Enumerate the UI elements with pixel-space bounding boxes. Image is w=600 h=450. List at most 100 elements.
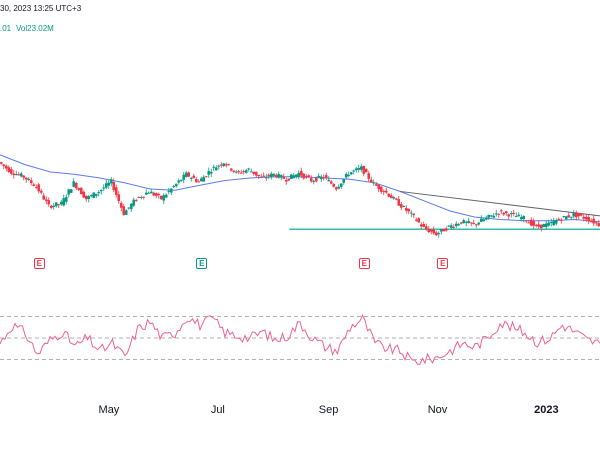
candle-body bbox=[259, 176, 263, 178]
candle-body bbox=[394, 198, 398, 200]
candle-body bbox=[9, 169, 13, 174]
candle-body bbox=[147, 192, 151, 194]
candle-body bbox=[419, 224, 423, 227]
candle-body bbox=[574, 212, 578, 218]
candle-body bbox=[312, 180, 316, 182]
candle-body bbox=[197, 181, 201, 183]
candle-body bbox=[562, 216, 566, 218]
candle-body bbox=[324, 175, 328, 178]
candle-body bbox=[69, 189, 73, 193]
candle-body bbox=[349, 172, 353, 175]
earnings-badge[interactable]: E bbox=[196, 258, 208, 269]
candle-body bbox=[234, 171, 238, 173]
candle-body bbox=[109, 179, 113, 184]
rsi-guides-group bbox=[0, 315, 600, 361]
candle-body bbox=[172, 186, 176, 188]
candle-body bbox=[519, 217, 523, 220]
candle-body bbox=[17, 174, 21, 176]
candle-body bbox=[369, 179, 373, 183]
candle-body bbox=[334, 187, 338, 190]
candle-body bbox=[422, 224, 426, 227]
candle-body bbox=[19, 173, 23, 177]
candle-body bbox=[402, 205, 406, 207]
candle-body bbox=[342, 178, 346, 183]
candle-body bbox=[477, 222, 481, 225]
candle-body bbox=[329, 181, 333, 184]
candle-body bbox=[597, 223, 600, 227]
candle-body bbox=[102, 187, 106, 189]
candle-body bbox=[389, 195, 393, 199]
candle-body bbox=[159, 195, 163, 200]
candle-body bbox=[217, 165, 221, 167]
candle-body bbox=[279, 175, 283, 178]
candle-body bbox=[142, 196, 146, 198]
candle-body bbox=[594, 222, 598, 224]
candle-body bbox=[572, 213, 576, 217]
x-tick-label: Sep bbox=[318, 404, 339, 416]
candle-body bbox=[237, 171, 241, 173]
candle-body bbox=[527, 222, 531, 224]
candle-body bbox=[542, 224, 546, 228]
candle-body bbox=[507, 214, 511, 217]
moving-average-line bbox=[0, 154, 600, 223]
candle-body bbox=[464, 221, 468, 223]
candle-body bbox=[242, 171, 246, 173]
candle-body bbox=[504, 211, 508, 214]
candle-body bbox=[204, 176, 208, 178]
candle-body bbox=[12, 173, 16, 176]
candle-body bbox=[447, 225, 451, 227]
candle-body bbox=[157, 193, 161, 196]
candle-body bbox=[267, 174, 271, 177]
candle-body bbox=[547, 222, 551, 226]
candle-body bbox=[232, 170, 236, 172]
candle-body bbox=[254, 171, 258, 176]
candle-body bbox=[7, 167, 11, 173]
candle-body bbox=[122, 206, 126, 216]
moving-average-group bbox=[0, 154, 600, 223]
candle-body bbox=[179, 179, 183, 182]
candle-body bbox=[344, 173, 348, 178]
candle-body bbox=[544, 223, 548, 227]
candle-body bbox=[502, 212, 506, 215]
candle-body bbox=[539, 224, 543, 229]
candle-body bbox=[59, 201, 63, 205]
candle-body bbox=[484, 217, 488, 220]
candle-body bbox=[479, 218, 483, 222]
candle-body bbox=[317, 175, 321, 178]
candle-body bbox=[567, 215, 571, 218]
candle-body bbox=[0, 162, 3, 164]
candle-body bbox=[569, 216, 573, 218]
candle-body bbox=[72, 181, 76, 187]
candle-body bbox=[54, 202, 58, 207]
candle-body bbox=[377, 184, 381, 190]
candle-body bbox=[474, 224, 478, 226]
candles-group bbox=[0, 161, 600, 238]
candle-body bbox=[272, 173, 276, 176]
candle-body bbox=[129, 203, 133, 210]
candle-body bbox=[224, 164, 228, 166]
candle-body bbox=[354, 168, 358, 171]
earnings-badge[interactable]: E bbox=[33, 258, 45, 269]
candle-body bbox=[87, 196, 91, 199]
candle-body bbox=[584, 216, 588, 220]
candle-body bbox=[47, 200, 51, 205]
candle-body bbox=[534, 224, 538, 226]
candle-body bbox=[112, 181, 116, 191]
candle-body bbox=[187, 172, 191, 177]
candle-body bbox=[414, 219, 418, 221]
candle-body bbox=[257, 174, 261, 177]
candle-body bbox=[489, 215, 493, 217]
earnings-badge[interactable]: E bbox=[358, 258, 370, 269]
earnings-badge[interactable]: E bbox=[437, 258, 449, 269]
candle-body bbox=[174, 183, 178, 187]
candle-body bbox=[347, 174, 351, 176]
candle-body bbox=[549, 221, 553, 223]
candle-body bbox=[577, 213, 581, 217]
candle-body bbox=[434, 232, 438, 236]
candle-body bbox=[77, 188, 81, 190]
candle-body bbox=[29, 180, 33, 184]
candle-body bbox=[202, 176, 206, 182]
candle-body bbox=[444, 228, 448, 231]
candle-body bbox=[487, 214, 491, 218]
